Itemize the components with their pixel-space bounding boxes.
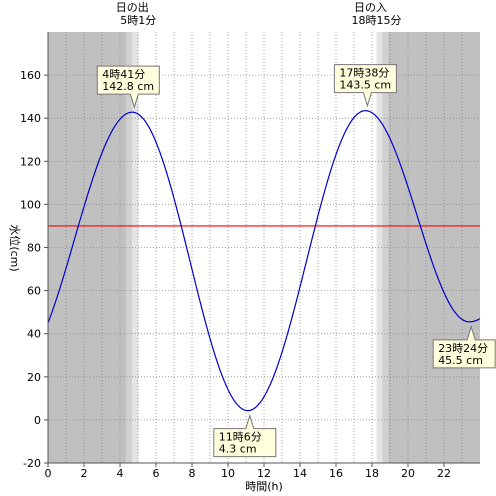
grid (48, 32, 480, 463)
callout-time: 4時41分 (102, 68, 145, 81)
callout-value: 142.8 cm (102, 80, 154, 93)
sunset-time: 18時15分 (352, 14, 402, 27)
callout-time: 23時24分 (438, 342, 488, 355)
x-tick-label: 4 (117, 467, 124, 480)
callout-time: 11時6分 (219, 431, 262, 444)
sunset-title: 日の入 (354, 1, 387, 14)
x-axis-title: 時間(h) (245, 480, 283, 493)
x-tick-label: 14 (293, 467, 307, 480)
x-tick-label: 10 (221, 467, 235, 480)
sunrise-title: 日の出 (116, 0, 149, 14)
sunrise-time: 5時1分 (120, 14, 156, 27)
callout-box (432, 325, 496, 369)
x-tick-label: 16 (329, 467, 343, 480)
y-tick-label: 60 (27, 285, 41, 298)
y-axis-title: 水位(cm) (8, 224, 22, 271)
axes (44, 32, 480, 467)
sun-labels: 日の出 5時1分 日の入 18時15分 (116, 0, 402, 27)
night-band-evening (388, 32, 480, 463)
x-tick-label: 20 (401, 467, 415, 480)
tide-line-layer (47, 110, 481, 412)
x-tick-label: 18 (365, 467, 379, 480)
callout-value: 143.5 cm (339, 79, 391, 92)
x-tick-label: 2 (81, 467, 88, 480)
x-tick-label: 6 (153, 467, 160, 480)
y-tick-label: 0 (34, 414, 41, 427)
callout-value: 45.5 cm (438, 354, 483, 367)
y-tick-label: 40 (27, 328, 41, 341)
y-tick-label: -20 (23, 457, 41, 470)
y-tick-label: 100 (20, 198, 41, 211)
tide-line (47, 110, 481, 412)
x-tick-label: 22 (437, 467, 451, 480)
x-tick-label: 12 (257, 467, 271, 480)
callout-value: 4.3 cm (219, 443, 257, 456)
twilight-band-evening-2 (382, 32, 389, 463)
tick-labels: 0 2 4 6 8 10 12 14 16 18 20 22 -20 0 20 40 60 80 100 120 140… (20, 69, 451, 480)
callout-box (96, 65, 160, 109)
x-tick-label: 8 (189, 467, 196, 480)
y-tick-label: 80 (27, 242, 41, 255)
callout-box (333, 64, 397, 108)
y-tick-label: 160 (20, 69, 41, 82)
callout-time: 17時38分 (339, 67, 389, 80)
y-tick-label: 20 (27, 371, 41, 384)
y-tick-label: 120 (20, 155, 41, 168)
callout-box (213, 413, 277, 458)
y-tick-label: 140 (20, 112, 41, 125)
twilight-band-evening-1 (376, 32, 383, 463)
x-tick-label: 0 (45, 467, 52, 480)
